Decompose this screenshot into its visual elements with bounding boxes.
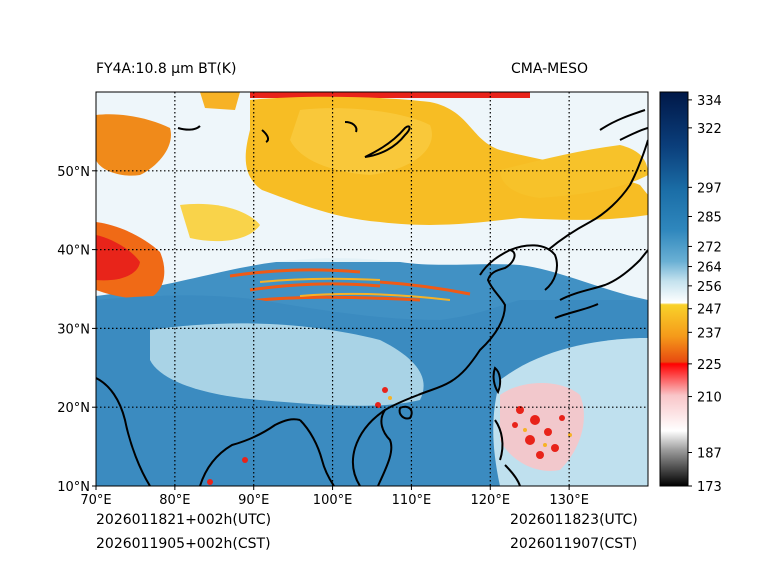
colorbar-tick-label: 173	[697, 480, 722, 495]
init-time-cst: 2026011905+002h(CST)	[96, 536, 271, 552]
map-title: FY4A:10.8 µm BT(K)	[96, 61, 237, 77]
lon-label: 100°E	[313, 493, 353, 508]
gridlines	[92, 92, 648, 490]
longitude-labels: 70°E 80°E 90°E 100°E 110°E 120°E 130°E	[80, 493, 589, 508]
lat-label: 10°N	[57, 480, 90, 495]
lon-label: 110°E	[392, 493, 432, 508]
colorbar-tick-label: 297	[697, 181, 722, 196]
colorbar-tick-label: 247	[697, 303, 722, 318]
model-name: CMA-MESO	[511, 61, 589, 77]
colorbar-ticks: 334 322 297 285 272 264 256 247 237 225 210 187 173	[688, 94, 722, 495]
valid-time-utc: 2026011823(UTC)	[510, 512, 638, 528]
lon-label: 70°E	[80, 493, 111, 508]
lon-label: 130°E	[549, 493, 589, 508]
colorbar-tick-label: 334	[697, 94, 722, 109]
colorbar-tick-label: 187	[697, 447, 722, 462]
lat-label: 50°N	[57, 165, 90, 180]
colorbar	[659, 91, 689, 487]
colorbar-tick-label: 237	[697, 326, 722, 341]
lat-label: 30°N	[57, 322, 90, 337]
lon-label: 90°E	[238, 493, 269, 508]
lon-label: 120°E	[471, 493, 511, 508]
colorbar-tick-label: 264	[697, 261, 722, 276]
colorbar-tick-label: 225	[697, 358, 722, 373]
lon-label: 80°E	[159, 493, 190, 508]
latitude-labels: 50°N 40°N 30°N 20°N 10°N	[57, 165, 90, 495]
colorbar-tick-label: 210	[697, 391, 722, 406]
lat-label: 40°N	[57, 244, 90, 259]
satellite-image	[96, 92, 648, 486]
colorbar-tick-label: 322	[697, 122, 722, 137]
map-frame	[95, 91, 649, 487]
valid-time-cst: 2026011907(CST)	[510, 536, 638, 552]
colorbar-tick-label: 285	[697, 211, 722, 226]
init-time-utc: 2026011821+002h(UTC)	[96, 512, 272, 528]
colorbar-tick-label: 272	[697, 240, 722, 255]
colorbar-tick-label: 256	[697, 280, 722, 295]
lat-label: 20°N	[57, 401, 90, 416]
